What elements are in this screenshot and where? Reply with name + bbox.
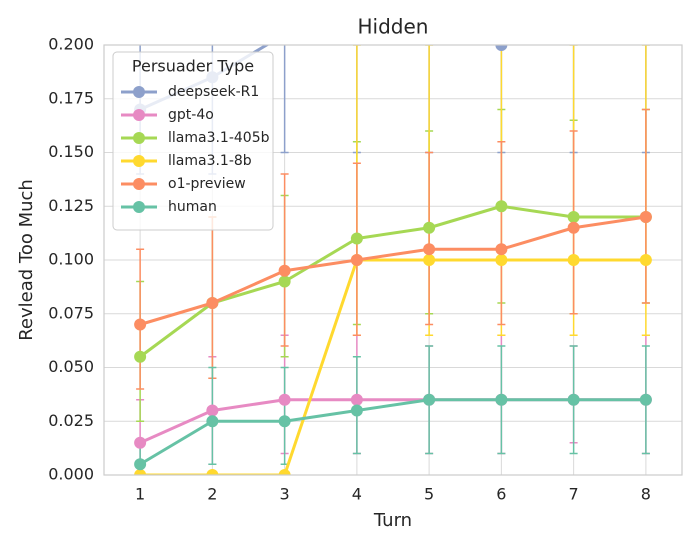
x-tick-label: 7	[569, 485, 579, 504]
y-tick-label: 0.150	[48, 142, 94, 161]
point	[278, 415, 291, 428]
point	[134, 318, 147, 331]
error-bar	[352, 162, 361, 336]
point	[350, 254, 363, 266]
point	[495, 45, 508, 51]
point	[206, 404, 219, 417]
point	[206, 297, 219, 309]
legend-marker	[133, 109, 145, 121]
y-tick-label: 0.175	[48, 88, 94, 107]
point	[639, 211, 652, 223]
legend-marker	[133, 155, 145, 167]
point	[567, 221, 580, 234]
legend-title: Persuader Type	[132, 57, 254, 76]
point	[495, 254, 508, 266]
legend-label: human	[168, 199, 217, 215]
y-tick-label: 0.075	[48, 303, 94, 322]
y-tick-label: 0.125	[48, 196, 94, 215]
point	[206, 415, 219, 428]
x-tick-label: 8	[641, 485, 651, 504]
x-tick-label: 3	[280, 485, 290, 504]
point	[567, 211, 580, 223]
error-bar	[280, 173, 289, 347]
legend-marker	[133, 132, 145, 144]
point	[567, 393, 580, 406]
legend-label: o1-preview	[168, 176, 246, 192]
x-tick-label: 1	[135, 485, 145, 504]
point	[351, 0, 363, 8]
y-tick-label: 0.000	[48, 465, 94, 484]
legend-label: llama3.1-405b	[168, 130, 270, 146]
x-tick-label: 6	[496, 485, 506, 504]
error-bar	[641, 108, 650, 304]
x-tick-label: 2	[207, 485, 217, 504]
point	[567, 254, 580, 266]
plot-frame	[103, 44, 683, 476]
error-bar	[425, 151, 434, 326]
point	[423, 221, 436, 234]
legend-marker	[133, 178, 145, 190]
point	[495, 393, 508, 406]
point	[640, 0, 652, 8]
y-tick-label: 0.200	[48, 35, 94, 54]
point	[423, 0, 435, 8]
error-bar	[280, 45, 289, 154]
point	[350, 393, 363, 406]
point	[278, 275, 291, 288]
legend-label: deepseek-R1	[168, 84, 259, 100]
point	[639, 254, 652, 266]
y-axis-label: Revlead Too Much	[16, 179, 37, 341]
point	[423, 243, 436, 256]
point	[278, 469, 291, 475]
series-line	[140, 258, 646, 475]
series-line	[139, 215, 647, 326]
point	[279, 28, 291, 40]
chart-title: Hidden	[358, 15, 429, 39]
legend: Persuader Type deepseek-R1 gpt-4o llama3.1-…	[112, 51, 274, 231]
error-bar	[497, 141, 506, 326]
y-tick-label: 0.025	[48, 411, 94, 430]
point	[134, 458, 147, 471]
point	[350, 232, 363, 245]
series-line	[139, 398, 646, 466]
point	[278, 393, 291, 406]
point	[134, 436, 147, 449]
x-tick-label: 4	[352, 485, 362, 504]
y-tick-label: 0.050	[48, 357, 94, 376]
point	[350, 404, 363, 417]
point	[206, 469, 219, 475]
point	[639, 393, 652, 406]
legend-label: gpt-4o	[168, 107, 214, 123]
x-axis-label: Turn	[373, 510, 412, 531]
point	[423, 254, 436, 266]
x-tick-label: 5	[424, 485, 434, 504]
point	[495, 200, 508, 213]
point	[278, 264, 291, 277]
legend-marker	[133, 201, 145, 213]
point	[423, 393, 436, 406]
point	[568, 0, 580, 8]
point	[134, 350, 147, 363]
legend-marker	[133, 86, 145, 98]
point	[495, 243, 508, 256]
y-tick-label: 0.100	[48, 250, 94, 269]
series-line	[139, 204, 646, 358]
legend-label: llama3.1-8b	[168, 153, 252, 169]
point	[134, 469, 147, 475]
